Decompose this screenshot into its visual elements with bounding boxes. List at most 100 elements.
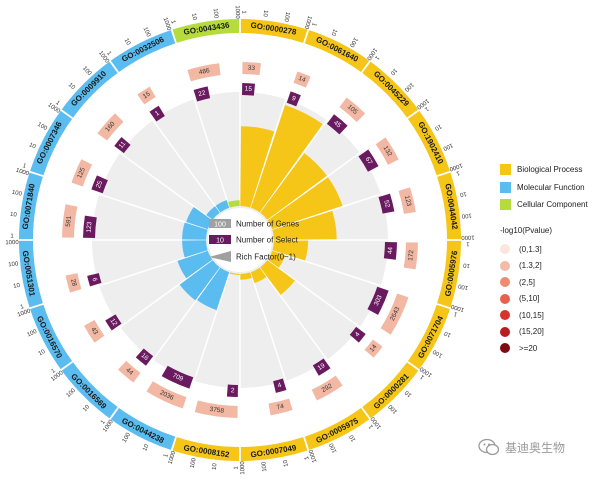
category-segment xyxy=(362,362,419,419)
scale-tick-label: 100 xyxy=(81,66,93,78)
gene-count-bar xyxy=(62,204,78,238)
rich-factor-bar xyxy=(229,272,240,276)
scale-tick-label: 1000 xyxy=(302,15,312,30)
scale-tick-label: 10 xyxy=(28,142,37,150)
pvalue-dot xyxy=(500,326,510,337)
scale-tick-label: 100 xyxy=(122,432,133,444)
scale-tick-label: 1 xyxy=(51,368,58,375)
category-segment xyxy=(304,407,370,450)
scale-tick-label: 1000 xyxy=(162,17,172,32)
scale-tick-label: 10 xyxy=(283,459,290,467)
gene-count-label: 486 xyxy=(198,67,210,76)
scale-tick-label: 10 xyxy=(190,13,197,21)
scale-tick-label: 10 xyxy=(348,433,357,442)
select-count-label: 2 xyxy=(231,387,235,394)
rich-factor-bar xyxy=(250,267,267,284)
select-count-label: 15 xyxy=(244,86,252,93)
select-count-bar xyxy=(378,193,395,214)
pvalue-bin: >=20 xyxy=(500,340,600,356)
gene-count-bar xyxy=(146,381,187,409)
select-count-label: 6 xyxy=(90,277,98,283)
legend-label: Molecular Function xyxy=(517,182,585,192)
select-count-bar xyxy=(286,91,301,107)
select-count-bar xyxy=(349,326,366,343)
select-count-label: 52 xyxy=(382,200,391,209)
rich-factor-sample-wedge xyxy=(209,251,231,262)
rich-factor-bar xyxy=(228,200,240,208)
pvalue-dot xyxy=(500,244,510,254)
scale-tick-label: 100 xyxy=(457,282,469,290)
scale-tick-label: 1 xyxy=(10,234,14,240)
rich-factor-bar xyxy=(182,222,208,240)
pvalue-dot xyxy=(500,343,510,353)
gene-count-label: 125 xyxy=(76,166,87,179)
select-count-bar xyxy=(91,175,108,194)
scale-tick-label: 100 xyxy=(212,8,219,19)
scale-tick-label: 1000 xyxy=(5,240,19,246)
rich-factor-bar xyxy=(215,200,230,213)
legend-swatch xyxy=(500,181,511,193)
category-segment xyxy=(437,240,461,308)
category-segment xyxy=(172,19,240,43)
rich-factor-bar xyxy=(206,206,220,220)
rich-factor-bar xyxy=(267,250,286,268)
category-segment xyxy=(172,437,240,461)
gene-count-label: 28 xyxy=(69,278,78,287)
gene-count-bar xyxy=(187,63,221,82)
scale-tick-label: 1 xyxy=(304,455,311,461)
scale-tick-label: 1 xyxy=(54,100,61,107)
pvalue-bin-label: (15,20] xyxy=(519,327,544,336)
pvalue-legend-title: -log10(Pvalue) xyxy=(500,226,553,235)
go-enrichment-circle-chart: 1 10 100 1000110100100011010010001101001000… xyxy=(5,5,474,475)
scale-tick-label: 10 xyxy=(433,123,442,132)
category-segment xyxy=(30,304,73,370)
select-count-bar xyxy=(87,273,102,287)
scale-tick-label: 100 xyxy=(11,190,23,198)
gene-count-bar xyxy=(97,113,124,141)
legend-item-biological-process: Biological Process xyxy=(500,162,600,177)
track-separator xyxy=(99,249,208,287)
gene-count-label: 43 xyxy=(89,326,99,336)
legend-item-cellular-component: Cellular Component xyxy=(500,197,600,212)
scale-tick-label: 1 xyxy=(310,22,317,28)
rich-factor-bar xyxy=(260,153,327,220)
gene-count-label: 3758 xyxy=(209,406,225,415)
scale-tick-label: 1 xyxy=(455,169,461,176)
select-count-bar xyxy=(358,149,379,172)
category-segment xyxy=(407,304,450,370)
select-count-label: 16 xyxy=(140,352,150,362)
rich-factor-bars xyxy=(177,105,343,311)
rich-factor-bar xyxy=(240,272,252,280)
legend-swatch xyxy=(500,199,511,210)
scale-tick-label: 1000 xyxy=(240,461,246,475)
gene-count-bar xyxy=(84,319,105,343)
scale-tick-label: 10 xyxy=(329,28,337,37)
gene-count-bar xyxy=(118,360,141,383)
scale-tick-label: 10 xyxy=(123,38,132,47)
gene-count-label: 292 xyxy=(321,382,334,394)
gene-count-bar xyxy=(398,187,416,214)
pvalue-dot xyxy=(500,310,510,320)
track-separator xyxy=(272,193,381,231)
select-count-bar xyxy=(383,242,397,260)
pvalue-bin-label: (2,5] xyxy=(519,277,536,287)
gene-count-bar xyxy=(311,375,343,401)
rich-factor-bar xyxy=(186,206,213,230)
category-segment xyxy=(110,30,176,73)
gene-count-bar xyxy=(194,400,238,418)
gene-count-bars: 3314105132123172264314292743758203644432… xyxy=(62,62,418,418)
track-separator xyxy=(193,272,231,381)
select-count-label: 1 xyxy=(154,110,161,118)
scale-tick-label: 10 xyxy=(212,462,219,470)
track-separator xyxy=(152,267,221,361)
category-segment xyxy=(19,172,43,240)
rich-legend-label: Rich Factor(0~1) xyxy=(236,253,296,262)
scale-tick-label: 100 xyxy=(8,261,19,268)
pvalue-bin: (1.3,2] xyxy=(500,258,600,274)
scale-tick-label: 100 xyxy=(348,36,359,48)
gene-count-label: 591 xyxy=(65,215,73,227)
category-segment xyxy=(110,407,176,450)
select-count-label: 12 xyxy=(108,317,118,327)
select-sample-box xyxy=(209,235,231,244)
